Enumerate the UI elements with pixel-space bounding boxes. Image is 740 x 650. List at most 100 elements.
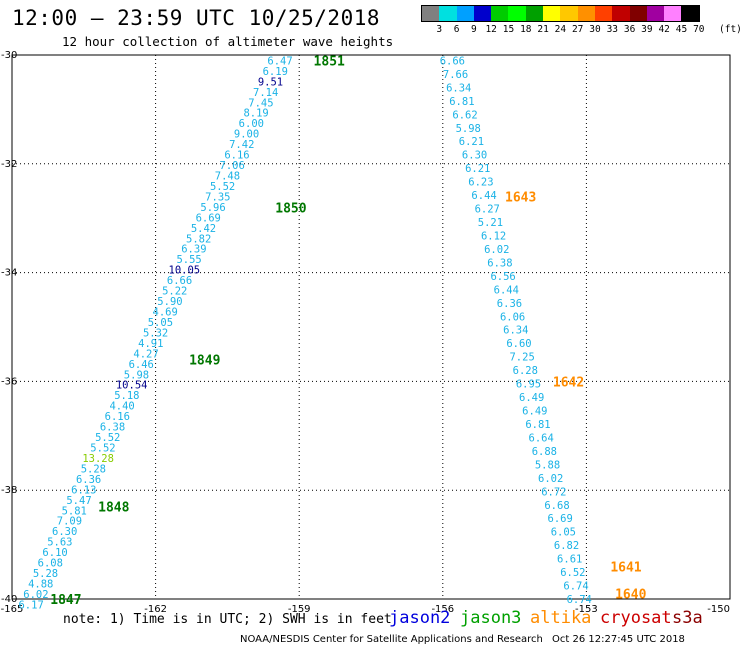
wave-height-label: 6.95 <box>516 379 541 391</box>
wave-height-label: 5.32 <box>143 327 168 339</box>
color-swatch <box>543 6 561 21</box>
wave-height-label: 6.49 <box>519 392 544 404</box>
wave-height-label: 6.16 <box>224 150 249 162</box>
color-legend-label: 6 <box>453 24 460 35</box>
satellite-legend-item: jason2 <box>389 608 451 628</box>
wave-height-label: 7.09 <box>57 516 82 528</box>
wave-height-label: 6.08 <box>38 558 63 570</box>
wave-height-label: 6.27 <box>475 204 500 216</box>
wave-height-label: 6.74 <box>567 594 592 606</box>
wave-height-label: 6.88 <box>532 446 557 458</box>
wave-height-label: 6.02 <box>23 589 48 601</box>
wave-height-label: 6.49 <box>522 406 547 418</box>
wave-height-label: 6.23 <box>468 177 493 189</box>
color-legend-label: 70 <box>693 24 705 35</box>
wave-height-label: 7.35 <box>205 191 230 203</box>
wave-height-label: 6.69 <box>196 212 221 224</box>
wave-height-label: 6.02 <box>538 473 563 485</box>
color-swatch <box>681 6 699 21</box>
color-legend: (ft) 3 6 9 12 15 18 21 24 27 30 33 36 39 42 45 70 <box>421 5 740 36</box>
wave-height-label: 6.39 <box>181 244 206 256</box>
wave-height-label: 6.68 <box>544 500 569 512</box>
latitude-tick-label: -38 <box>1 485 17 496</box>
wave-height-label: 6.56 <box>490 271 515 283</box>
map-grid <box>12 55 730 599</box>
wave-height-label: 8.19 <box>243 108 268 120</box>
longitude-tick-label: -153 <box>575 604 598 615</box>
color-legend-label: 3 <box>436 24 443 35</box>
color-swatch <box>525 6 544 21</box>
color-swatch <box>612 6 630 21</box>
wave-height-label: 6.44 <box>471 190 496 202</box>
longitude-tick-label: -162 <box>144 604 167 615</box>
wave-height-label: 5.98 <box>456 123 481 135</box>
wave-height-label: 6.19 <box>263 66 288 78</box>
wave-height-label: 6.74 <box>563 581 588 593</box>
wave-height-label: 6.64 <box>529 432 554 444</box>
latitude-tick-label: -34 <box>1 268 17 279</box>
wave-height-label: 6.81 <box>525 419 550 431</box>
wave-height-label: 5.90 <box>157 296 182 308</box>
wave-height-label: 6.52 <box>560 567 585 579</box>
wave-height-label: 6.82 <box>554 540 579 552</box>
satellite-legend-item: s3a <box>672 608 703 628</box>
pass-time-label: 1850 <box>275 201 306 216</box>
wave-height-label: 6.38 <box>487 257 512 269</box>
footnote: note: 1) Time is in UTC; 2) SWH is in fe… <box>63 612 392 627</box>
pass-time-label: 1642 <box>553 375 584 390</box>
wave-height-label: 6.46 <box>129 359 154 371</box>
wave-height-label: 6.66 <box>440 55 465 67</box>
wave-height-label: 5.47 <box>66 495 91 507</box>
wave-height-label: 6.69 <box>548 513 573 525</box>
wave-height-label: 6.34 <box>503 325 528 337</box>
color-swatch <box>646 6 665 21</box>
wave-height-label: 6.30 <box>462 150 487 162</box>
wave-height-label: 6.10 <box>42 547 67 559</box>
wave-height-label: 6.60 <box>506 338 531 350</box>
wave-height-label: 6.12 <box>481 230 506 242</box>
wave-height-label: 6.36 <box>497 298 522 310</box>
wave-height-label: 5.98 <box>124 369 149 381</box>
page-subtitle: 12 hour collection of altimeter wave hei… <box>62 34 394 49</box>
color-legend-label: 33 <box>606 24 619 35</box>
wave-height-label: 10.05 <box>169 265 201 277</box>
longitude-tick-label: -159 <box>288 604 311 615</box>
wave-height-label: 13.28 <box>82 453 114 465</box>
wave-height-label: 6.05 <box>551 527 576 539</box>
longitude-tick-label: -150 <box>707 604 730 615</box>
color-swatch <box>422 6 440 21</box>
color-legend-label: 9 <box>471 24 477 35</box>
wave-height-label: 9.51 <box>258 76 283 88</box>
wave-height-label: 7.14 <box>253 87 278 99</box>
wave-height-label: 5.55 <box>176 254 201 266</box>
wave-height-label: 6.13 <box>71 484 96 496</box>
pass-time-label: 1640 <box>615 588 646 603</box>
axis-ticks: -165 -162 -159 -156 -153 -150 -30 -32 -34 -36 -38 -… <box>1 50 730 615</box>
wave-height-label: 6.02 <box>484 244 509 256</box>
wave-height-label: 6.17 <box>18 599 43 611</box>
wave-height-label: 5.52 <box>210 181 235 193</box>
wave-height-label: 5.05 <box>148 317 173 329</box>
wave-height-label: 5.96 <box>200 202 225 214</box>
credit-line: NOAA/NESDIS Center for Satellite Applica… <box>240 634 543 645</box>
color-legend-unit: (ft) <box>719 24 740 35</box>
wave-height-label: 10.54 <box>116 380 148 392</box>
pass-time-label: 1848 <box>98 501 129 516</box>
wave-height-label: 5.21 <box>478 217 503 229</box>
latitude-tick-label: -40 <box>1 594 17 605</box>
generated-timestamp: Oct 26 12:27:45 UTC 2018 <box>552 634 685 645</box>
color-legend-label: 21 <box>537 24 549 35</box>
latitude-tick-label: -36 <box>1 376 17 387</box>
color-swatch <box>491 6 509 21</box>
wave-height-label: 7.25 <box>509 352 534 364</box>
pass-time-label: 1641 <box>610 560 641 575</box>
wave-height-label: 5.52 <box>95 432 120 444</box>
wave-height-label: 5.22 <box>162 286 187 298</box>
map-frame <box>11 54 731 600</box>
latitude-tick-label: -30 <box>1 50 17 61</box>
color-swatch <box>629 6 647 21</box>
wave-height-label: 7.45 <box>248 97 273 109</box>
wave-height-label: 5.82 <box>186 233 211 245</box>
color-swatch <box>577 6 595 21</box>
